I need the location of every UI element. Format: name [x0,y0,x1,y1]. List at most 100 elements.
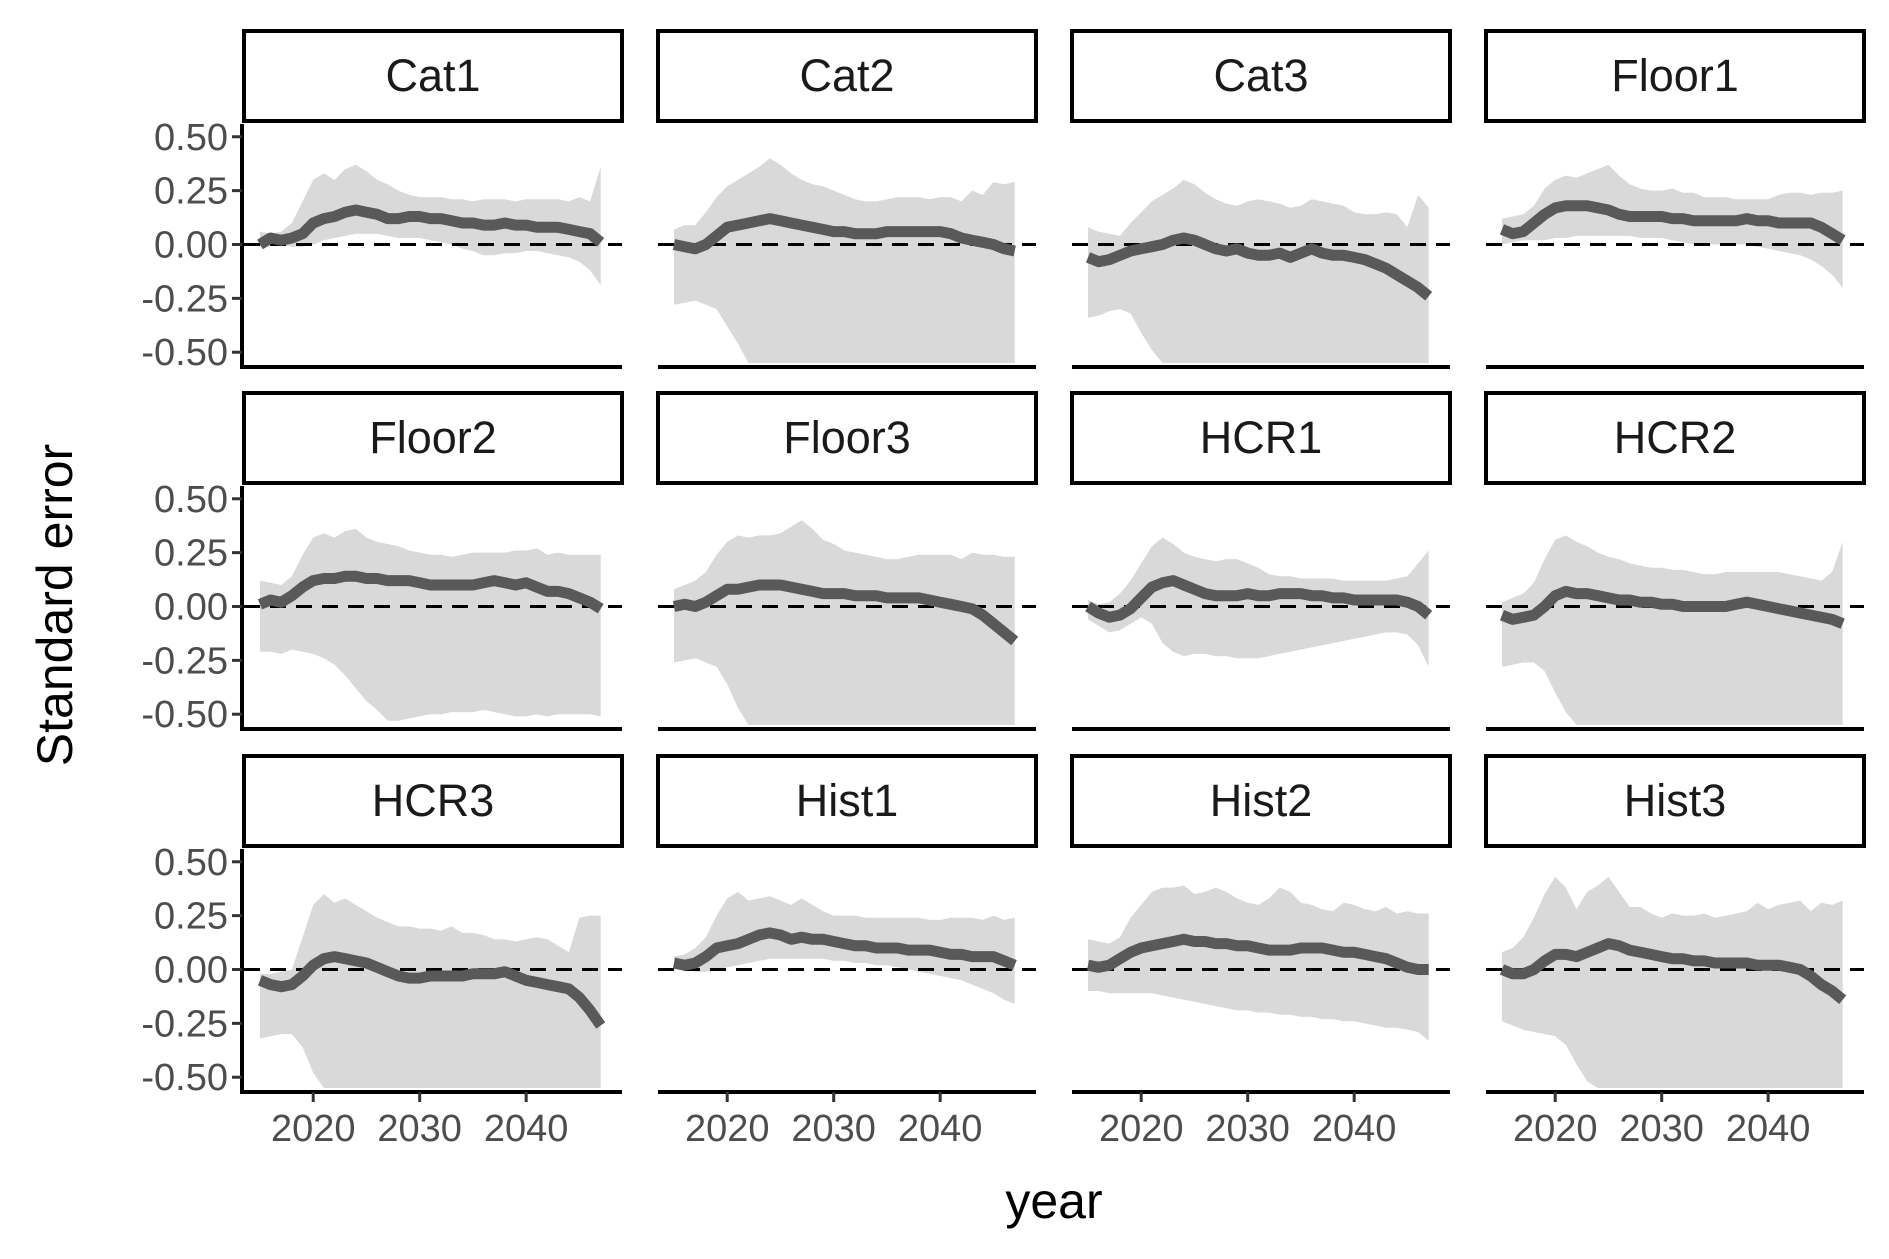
point-hist2-2040 [1353,951,1355,953]
point-hcr1-2022 [1162,582,1164,584]
point-floor3-2037 [907,597,909,599]
point-hcr3-2015 [259,979,261,981]
point-hist1-2019 [716,947,718,949]
point-cat1-2032 [440,218,442,220]
point-cat1-2046 [589,233,591,235]
point-cat1-2041 [536,226,538,228]
point-hcr2-2025 [1608,597,1610,599]
point-cat3-2022 [1162,244,1164,246]
point-hcr3-2017 [280,986,282,988]
point-floor3-2047 [1014,640,1016,642]
panel-cat2: Cat2 [656,29,1038,369]
point-floor1-2035 [1714,220,1716,222]
point-floor2-2020 [312,580,314,582]
point-cat2-2040 [939,231,941,233]
point-hcr3-2027 [387,971,389,973]
point-cat3-2023 [1172,239,1174,241]
point-hcr2-2042 [1789,610,1791,612]
point-hist2-2028 [1225,943,1227,945]
point-hist3-2027 [1629,949,1631,951]
strip-label-hist2: Hist2 [1210,775,1313,826]
panel-floor2: Floor2 0.50 0.25 0.00 -0.25 -0.50 [141,391,624,736]
point-cat3-2040 [1353,256,1355,258]
point-floor3-2038 [918,597,920,599]
panel-hcr2: HCR2 [1484,391,1866,731]
point-cat1-2042 [547,226,549,228]
point-hcr3-2040 [525,979,527,981]
median-line-floor3 [672,579,1019,646]
panel-hcr1: HCR1 [1070,391,1452,731]
point-hcr1-2015 [1087,606,1089,608]
point-hcr1-2030 [1247,593,1249,595]
point-hist3-2036 [1725,962,1727,964]
point-floor2-2040 [525,582,527,584]
point-floor2-2016 [270,599,272,601]
strip-cat3 [1070,29,1452,123]
point-cat3-2046 [1417,287,1419,289]
point-hist2-2022 [1162,943,1164,945]
strip-label-hist1: Hist1 [796,775,899,826]
y-tick-label: 0.50 [154,479,228,521]
point-floor3-2033 [865,595,867,597]
point-cat1-2015 [259,244,261,246]
median-line-hcr3 [257,951,606,1029]
point-floor3-2016 [684,603,686,605]
panel-cat3: Cat3 [1070,29,1452,369]
y-tick-label: -0.50 [141,332,228,374]
point-hcr3-2021 [323,958,325,960]
point-hist1-2015 [673,962,675,964]
point-hcr1-2046 [1417,606,1419,608]
point-hcr1-2043 [1385,599,1387,601]
ribbon-hcr3 [260,894,601,1088]
point-cat2-2020 [726,226,728,228]
x-tick-label: 2020 [1513,1108,1598,1150]
x-tick-label: 2040 [898,1108,983,1150]
point-floor2-2032 [440,584,442,586]
point-hcr1-2044 [1396,599,1398,601]
point-cat3-2024 [1183,237,1185,239]
point-floor2-2043 [557,590,559,592]
x-tick-label: 2030 [791,1108,876,1150]
point-hist2-2021 [1151,945,1153,947]
point-floor2-2033 [451,584,453,586]
point-hcr2-2017 [1522,616,1524,618]
point-hcr3-2018 [291,984,293,986]
strip-label-floor2: Floor2 [369,412,497,463]
strip-label-floor1: Floor1 [1611,50,1739,101]
point-hist2-2023 [1172,941,1174,943]
point-floor1-2044 [1810,222,1812,224]
point-hist1-2047 [1014,964,1016,966]
point-hist2-2015 [1087,964,1089,966]
point-hcr1-2021 [1151,586,1153,588]
point-cat1-2043 [557,226,559,228]
point-floor3-2041 [950,603,952,605]
point-hcr3-2043 [557,986,559,988]
point-hist3-2031 [1671,958,1673,960]
point-floor2-2030 [419,582,421,584]
point-floor1-2034 [1703,220,1705,222]
point-hist1-2028 [811,938,813,940]
point-floor3-2031 [843,593,845,595]
point-floor3-2015 [673,606,675,608]
point-hcr3-2032 [440,975,442,977]
point-hist2-2035 [1300,947,1302,949]
point-hcr2-2033 [1693,606,1695,608]
point-hist3-2029 [1650,953,1652,955]
point-floor1-2027 [1629,216,1631,218]
point-hist1-2038 [918,949,920,951]
point-hcr3-2016 [270,984,272,986]
point-hist3-2028 [1639,951,1641,953]
point-hcr1-2018 [1119,614,1121,616]
point-cat3-2029 [1236,248,1238,250]
strip-floor1 [1484,29,1866,123]
point-cat1-2016 [270,237,272,239]
point-hist3-2043 [1799,969,1801,971]
point-cat1-2045 [578,231,580,233]
point-cat1-2021 [323,218,325,220]
point-hist3-2030 [1661,956,1663,958]
point-floor3-2039 [929,599,931,601]
point-cat3-2027 [1215,248,1217,250]
strip-cat2 [656,29,1038,123]
point-floor3-2034 [875,595,877,597]
point-cat1-2019 [302,233,304,235]
